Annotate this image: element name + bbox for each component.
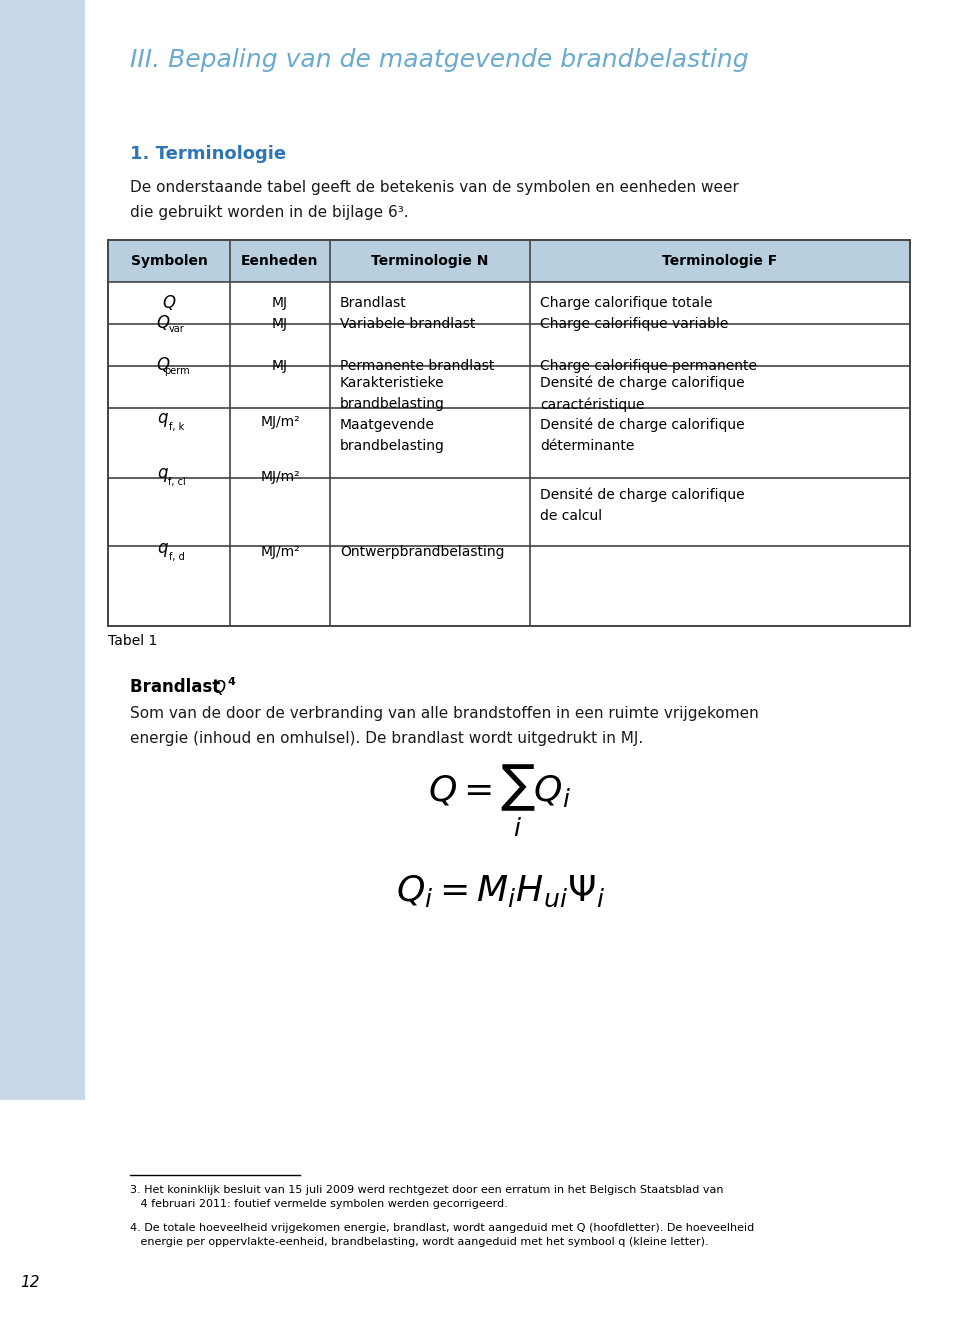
Bar	[108, 240, 910, 626]
Text: Terminologie N: Terminologie N	[372, 254, 489, 268]
Text: $Q_i = M_i H_{ui} \Psi_i$: $Q_i = M_i H_{ui} \Psi_i$	[396, 873, 605, 909]
Text: MJ: MJ	[272, 296, 288, 310]
Text: $Q$: $Q$	[156, 313, 170, 332]
Text: Symbolen: Symbolen	[131, 254, 207, 268]
Text: $Q = \sum_{i} Q_i$: $Q = \sum_{i} Q_i$	[428, 762, 571, 839]
Text: Som van de door de verbranding van alle brandstoffen in een ruimte vrijgekomen
e: Som van de door de verbranding van alle …	[130, 705, 758, 745]
Text: $q$: $q$	[157, 411, 169, 429]
Text: 4: 4	[227, 676, 235, 687]
Text: Brandlast: Brandlast	[340, 296, 407, 310]
Text: Densité de charge calorifique
déterminante: Densité de charge calorifique déterminan…	[540, 417, 745, 453]
Text: Tabel 1: Tabel 1	[108, 634, 157, 649]
Text: Variabele brandlast: Variabele brandlast	[340, 317, 475, 332]
Text: MJ/m²: MJ/m²	[260, 470, 300, 483]
Text: $Q$: $Q$	[212, 678, 227, 697]
Text: Eenheden: Eenheden	[241, 254, 319, 268]
Text: MJ: MJ	[272, 317, 288, 332]
Text: f, k: f, k	[169, 421, 184, 432]
Text: De onderstaande tabel geeft de betekenis van de symbolen en eenheden weer
die ge: De onderstaande tabel geeft de betekenis…	[130, 180, 739, 219]
Text: f, d: f, d	[169, 552, 185, 561]
Text: 12: 12	[20, 1275, 39, 1291]
Text: perm: perm	[164, 366, 190, 376]
Text: f, cl: f, cl	[168, 477, 186, 487]
Text: $Q$: $Q$	[156, 354, 170, 374]
Text: Densité de charge calorifique
caractéristique: Densité de charge calorifique caractéris…	[540, 376, 745, 412]
Text: 3. Het koninklijk besluit van 15 juli 2009 werd rechtgezet door een erratum in h: 3. Het koninklijk besluit van 15 juli 20…	[130, 1185, 724, 1209]
Text: MJ/m²: MJ/m²	[260, 546, 300, 559]
Text: $q$: $q$	[157, 542, 169, 559]
Text: 1. Terminologie: 1. Terminologie	[130, 145, 286, 162]
Text: Brandlast: Brandlast	[130, 678, 226, 696]
Bar	[0, 0, 85, 1100]
Text: 4. De totale hoeveelheid vrijgekomen energie, brandlast, wordt aangeduid met Q (: 4. De totale hoeveelheid vrijgekomen ene…	[130, 1223, 755, 1247]
Text: Charge calorifique variable: Charge calorifique variable	[540, 317, 729, 332]
Bar	[90, 0, 950, 1321]
Bar	[108, 240, 910, 281]
Text: Maatgevende
brandbelasting: Maatgevende brandbelasting	[340, 417, 444, 453]
Text: Permanente brandlast: Permanente brandlast	[340, 359, 494, 373]
Text: Terminologie F: Terminologie F	[662, 254, 778, 268]
Text: MJ/m²: MJ/m²	[260, 415, 300, 429]
Text: $Q$: $Q$	[162, 293, 177, 313]
Text: MJ: MJ	[272, 359, 288, 373]
Text: Karakteristieke
brandbelasting: Karakteristieke brandbelasting	[340, 376, 444, 411]
Text: Densité de charge calorifique
de calcul: Densité de charge calorifique de calcul	[540, 487, 745, 523]
Text: Ontwerpbrandbelasting: Ontwerpbrandbelasting	[340, 546, 505, 559]
Text: $q$: $q$	[157, 466, 169, 483]
Text: Charge calorifique totale: Charge calorifique totale	[540, 296, 712, 310]
Text: var: var	[169, 324, 185, 334]
Text: Charge calorifique permanente: Charge calorifique permanente	[540, 359, 757, 373]
Text: III. Bepaling van de maatgevende brandbelasting: III. Bepaling van de maatgevende brandbe…	[130, 48, 749, 73]
